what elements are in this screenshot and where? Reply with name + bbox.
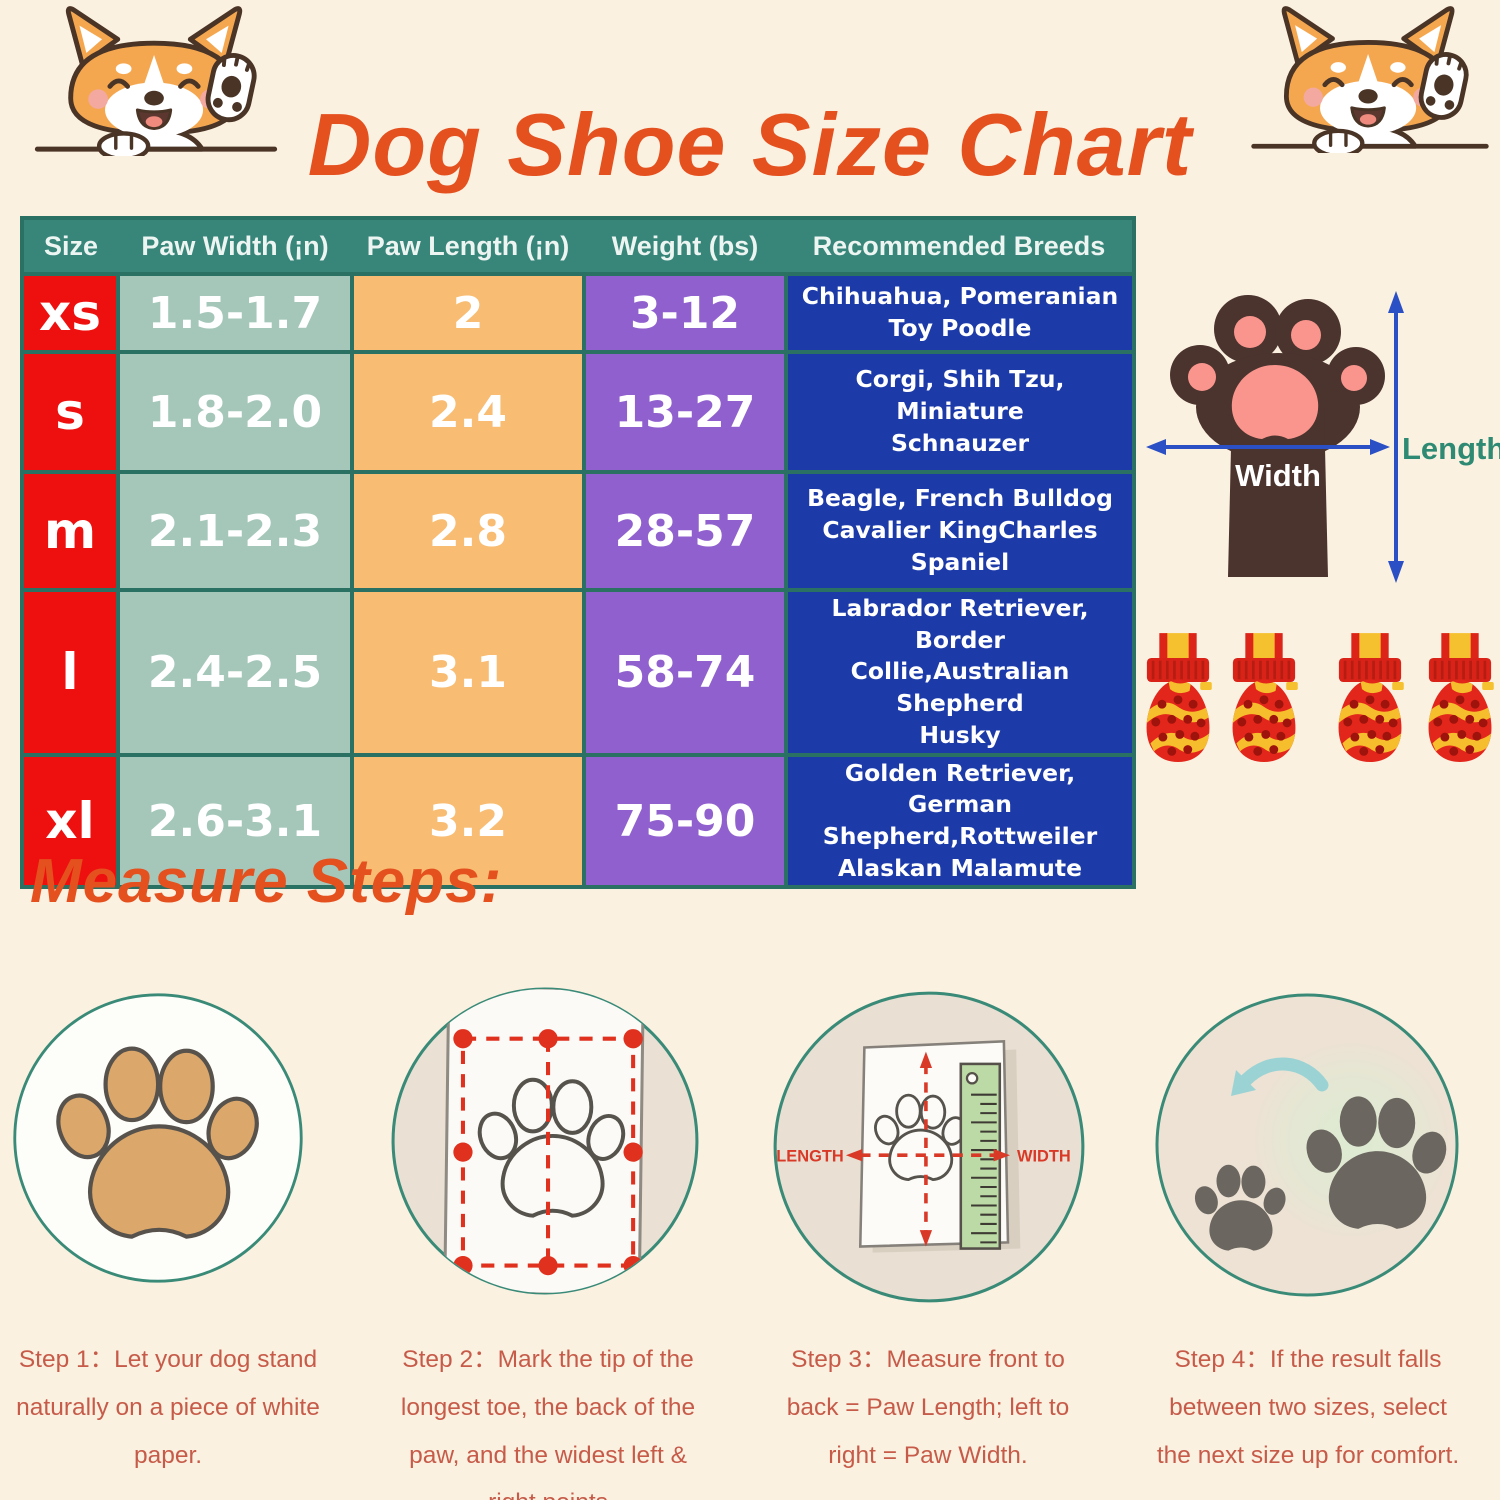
corgi-dog-icon (1245, 4, 1495, 153)
paw-width-cell: 2.6-3.1 (116, 752, 354, 890)
step4-illustration (1155, 993, 1459, 1297)
header-row: Size Paw Width (¡n) Paw Length (¡n) Weig… (22, 218, 1134, 274)
paw-length-cell: 3.1 (350, 588, 586, 757)
paw-icon (1170, 295, 1385, 577)
length-measure-label: LENGTH (776, 1147, 843, 1165)
step1-caption: Step 1：Let your dog stand naturally on a… (16, 1346, 320, 1469)
size-chart-table: Size Paw Width (¡n) Paw Length (¡n) Weig… (20, 216, 1136, 890)
size-cell: s (20, 350, 120, 474)
step2-illustration (391, 987, 699, 1295)
column-header-weight: Weight (bs) (584, 218, 786, 274)
weight-cell: 28-57 (582, 470, 788, 592)
paw-width-cell: 1.8-2.0 (116, 350, 354, 474)
table-row: m 2.1-2.3 2.8 28-57 Beagle, French Bulld… (20, 470, 1136, 592)
width-measure-label: WIDTH (1017, 1147, 1071, 1165)
paw-length-cell: 2.4 (350, 350, 586, 474)
table-row: xs 1.5-1.7 2 3-12 Chihuahua, Pomeranian … (20, 272, 1136, 354)
weight-cell: 75-90 (582, 752, 788, 890)
step2-caption: Step 2：Mark the tip of the longest toe, … (400, 1346, 696, 1500)
dog-shoe-icon (1138, 628, 1218, 768)
column-header-paw-width: Paw Width (¡n) (118, 218, 352, 274)
measure-arrows-icon (845, 1051, 1011, 1247)
step3-caption: Step 3：Measure front to back = Paw Lengt… (786, 1346, 1070, 1469)
paw-width-cell: 1.5-1.7 (116, 272, 354, 354)
paw-width-cell: 2.4-2.5 (116, 588, 354, 757)
corgi-dog-icon (28, 4, 284, 156)
dog-shoe-icon (1420, 628, 1500, 768)
paper-icon (443, 989, 645, 1293)
breeds-cell: Labrador Retriever, Border Collie,Austra… (784, 588, 1136, 757)
width-arrow-icon (1146, 439, 1390, 455)
size-cell: xs (20, 272, 120, 354)
weight-cell: 13-27 (582, 350, 788, 474)
paw-width-cell: 2.1-2.3 (116, 470, 354, 592)
page-title: Dog Shoe Size Chart (307, 94, 1193, 194)
paw-length-cell: 3.2 (350, 752, 586, 890)
size-cell: xl (20, 752, 120, 890)
table-row: s 1.8-2.0 2.4 13-27 Corgi, Shih Tzu, Min… (20, 350, 1136, 474)
column-header-paw-length: Paw Length (¡n) (352, 218, 584, 274)
paw-measurement-diagram (1146, 291, 1404, 583)
column-header-breeds: Recommended Breeds (786, 218, 1134, 274)
table-row: xl 2.6-3.1 3.2 75-90 Golden Retriever, G… (20, 752, 1136, 890)
breeds-cell: Golden Retriever, German Shepherd,Rottwe… (784, 752, 1136, 890)
step4-caption: Step 4：If the result falls between two s… (1156, 1346, 1460, 1469)
size-cell: m (20, 470, 120, 592)
dog-shoe-icon (1330, 628, 1410, 768)
dog-shoes-image (1138, 628, 1500, 778)
measure-steps-heading: Measure Steps: (30, 847, 503, 916)
size-up-arrow-icon (1231, 1057, 1329, 1096)
weight-cell: 58-74 (582, 588, 788, 757)
paw-length-cell: 2 (350, 272, 586, 354)
paw-length-cell: 2.8 (350, 470, 586, 592)
size-cell: l (20, 588, 120, 757)
weight-cell: 3-12 (582, 272, 788, 354)
breeds-cell: Chihuahua, Pomeranian Toy Poodle (784, 272, 1136, 354)
width-label: Width (1235, 458, 1321, 493)
dog-shoe-icon (1224, 628, 1304, 768)
length-arrow-icon (1388, 291, 1404, 583)
table-row: l 2.4-2.5 3.1 58-74 Labrador Retriever, … (20, 588, 1136, 757)
breeds-cell: Corgi, Shih Tzu, Miniature Schnauzer (784, 350, 1136, 474)
column-header-size: Size (22, 218, 118, 274)
step1-illustration (13, 993, 303, 1283)
breeds-cell: Beagle, French Bulldog Cavalier KingChar… (784, 470, 1136, 592)
step3-illustration: LENGTH WIDTH (773, 991, 1085, 1303)
length-label: Length (1402, 431, 1500, 466)
